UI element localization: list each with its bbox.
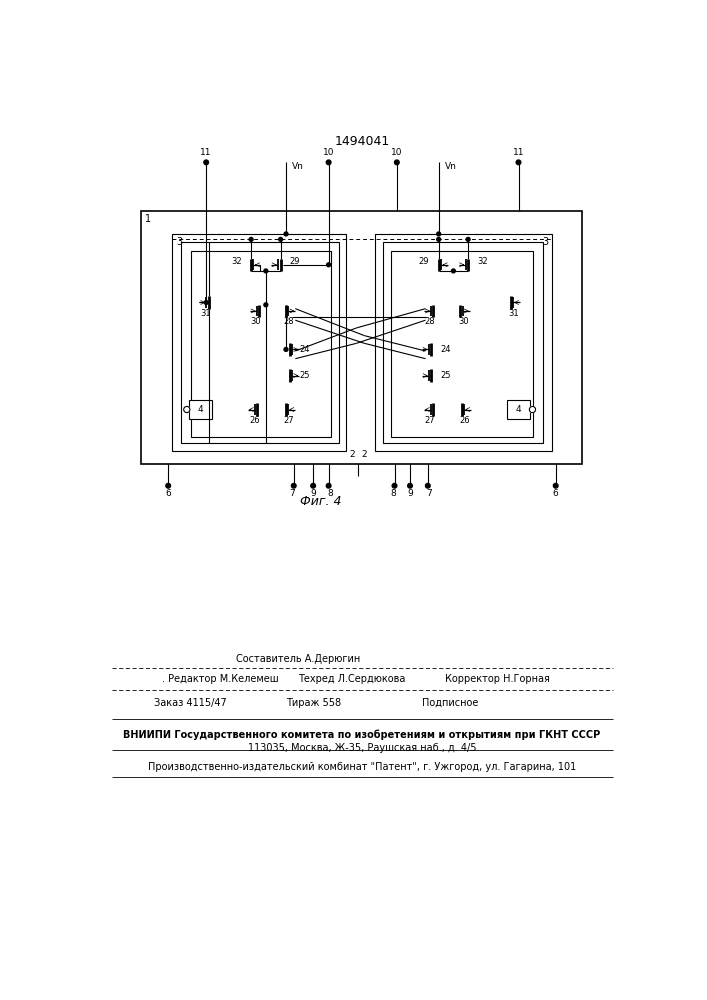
Circle shape (452, 269, 455, 273)
Circle shape (184, 406, 190, 413)
Bar (383, 242, 542, 443)
Circle shape (466, 237, 470, 241)
Text: 30: 30 (458, 317, 469, 326)
Text: 24: 24 (299, 345, 310, 354)
Circle shape (392, 483, 397, 488)
Text: Фиг. 4: Фиг. 4 (300, 495, 341, 508)
Text: ВНИИПИ Государственного комитета по изобретениям и открытиям при ГКНТ СССР: ВНИИПИ Государственного комитета по изоб… (123, 729, 600, 740)
Text: 31: 31 (508, 309, 519, 318)
Circle shape (327, 263, 331, 267)
Text: 24: 24 (440, 345, 451, 354)
Text: Подписное: Подписное (421, 698, 478, 708)
Circle shape (284, 348, 288, 351)
Bar (391, 251, 533, 437)
Text: 28: 28 (284, 317, 294, 326)
Bar (141, 211, 582, 464)
Text: 26: 26 (460, 416, 470, 425)
Text: 1: 1 (145, 214, 151, 224)
Circle shape (530, 406, 535, 413)
Circle shape (395, 160, 399, 165)
Text: 10: 10 (323, 148, 334, 157)
Text: . Редактор М.Келемеш: . Редактор М.Келемеш (162, 674, 279, 684)
Text: 9: 9 (310, 489, 316, 498)
Text: 10: 10 (391, 148, 402, 157)
Text: 7: 7 (426, 489, 432, 498)
Text: 32: 32 (477, 257, 488, 266)
Text: Производственно-издательский комбинат "Патент", г. Ужгород, ул. Гагарина, 101: Производственно-издательский комбинат "П… (148, 762, 576, 772)
Circle shape (311, 483, 315, 488)
Text: Заказ 4115/47: Заказ 4115/47 (154, 698, 227, 708)
Circle shape (264, 269, 268, 273)
Text: 25: 25 (299, 371, 310, 380)
Bar (191, 251, 331, 437)
Text: 1494041: 1494041 (334, 135, 390, 148)
Text: 3: 3 (176, 237, 182, 247)
Circle shape (249, 237, 253, 241)
Text: 8: 8 (327, 489, 333, 498)
Text: 8: 8 (390, 489, 396, 498)
Text: 6: 6 (553, 489, 559, 498)
Text: Техред Л.Сердюкова: Техред Л.Сердюкова (298, 674, 405, 684)
Text: 113035, Москва, Ж-35, Раушская наб., д. 4/5: 113035, Москва, Ж-35, Раушская наб., д. … (247, 743, 477, 753)
Bar (189, 400, 212, 419)
Circle shape (437, 237, 440, 241)
Text: 30: 30 (250, 317, 261, 326)
Circle shape (408, 483, 412, 488)
Text: 4: 4 (515, 405, 521, 414)
Text: 11: 11 (513, 148, 525, 157)
Circle shape (437, 232, 440, 236)
Circle shape (204, 160, 209, 165)
Circle shape (327, 160, 331, 165)
Text: Vn: Vn (445, 162, 457, 171)
Text: 26: 26 (249, 416, 259, 425)
Text: 11: 11 (200, 148, 212, 157)
Circle shape (284, 232, 288, 236)
Text: 32: 32 (231, 257, 242, 266)
Text: Корректор Н.Горная: Корректор Н.Горная (445, 674, 550, 684)
Text: 29: 29 (290, 257, 300, 266)
Circle shape (327, 483, 331, 488)
Text: Тираж 558: Тираж 558 (286, 698, 341, 708)
Circle shape (291, 483, 296, 488)
Text: 27: 27 (284, 416, 294, 425)
Text: Vn: Vn (292, 162, 304, 171)
Circle shape (426, 483, 430, 488)
Bar (375, 234, 552, 451)
Circle shape (264, 303, 268, 307)
Text: 2: 2 (361, 450, 367, 459)
Text: 9: 9 (407, 489, 413, 498)
Text: 29: 29 (419, 257, 429, 266)
Text: 28: 28 (425, 317, 436, 326)
Circle shape (204, 301, 208, 304)
Text: 3: 3 (542, 237, 548, 247)
Text: 4: 4 (198, 405, 204, 414)
Text: 2: 2 (349, 450, 355, 459)
Circle shape (554, 483, 558, 488)
Bar (507, 400, 530, 419)
Circle shape (279, 237, 283, 241)
Bar (182, 242, 339, 443)
Text: 27: 27 (425, 416, 436, 425)
Text: 25: 25 (440, 371, 451, 380)
Text: 7: 7 (289, 489, 295, 498)
Text: 6: 6 (165, 489, 171, 498)
Text: Составитель А.Дерюгин: Составитель А.Дерюгин (235, 654, 360, 664)
Circle shape (516, 160, 521, 165)
Circle shape (166, 483, 170, 488)
Bar (172, 234, 346, 451)
Text: 31: 31 (200, 309, 211, 318)
